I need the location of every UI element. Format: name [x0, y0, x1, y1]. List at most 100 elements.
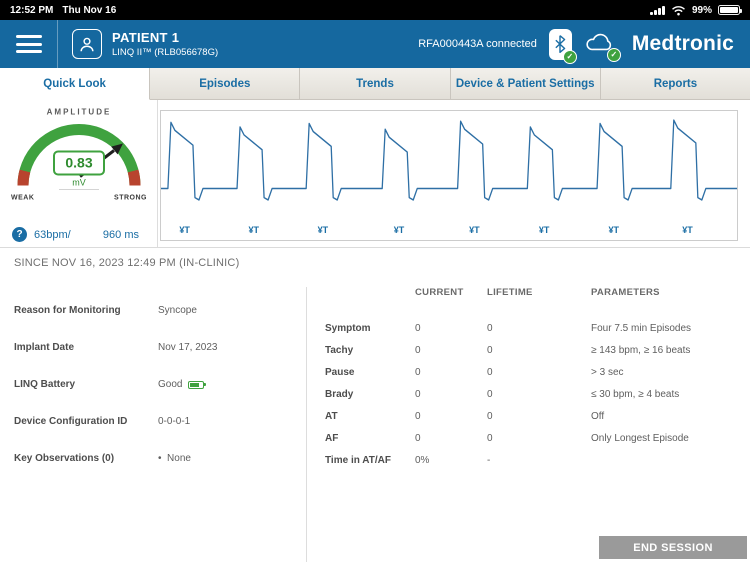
parameters-value: ≥ 143 bpm, ≥ 16 beats: [591, 345, 691, 356]
current-value: 0%: [415, 455, 430, 466]
episode-type: Tachy: [325, 345, 354, 356]
bluetooth-check-icon: ✓: [562, 49, 577, 64]
column-header: PARAMETERS: [591, 287, 660, 298]
top-panel: AMPLITUDE 0.83 mV WEAK STRONG: [0, 100, 750, 248]
amplitude-unit: mV: [72, 178, 86, 188]
detail-label: Key Observations (0): [14, 453, 115, 464]
ecg-marker: ¥T: [248, 225, 260, 235]
detail-value: 0-0-0-1: [158, 416, 191, 427]
details-area: Reason for Monitoring Syncope Implant Date…: [0, 273, 750, 562]
rr-interval-value: 960 ms: [102, 228, 139, 241]
battery-good-icon: [188, 380, 207, 389]
cellular-signal-icon: [650, 5, 665, 15]
parameters-value: > 3 sec: [591, 367, 624, 378]
detail-value: • None: [158, 453, 191, 464]
amplitude-value: 0.83: [65, 155, 92, 171]
parameters-value: Off: [591, 411, 605, 422]
detail-row: LINQ Battery Good: [14, 379, 306, 390]
lifetime-value: -: [487, 455, 491, 466]
ecg-marker: ¥T: [682, 225, 693, 235]
patient-detail-list: Reason for Monitoring Syncope Implant Date…: [14, 287, 306, 562]
parameters-value: Only Longest Episode: [591, 433, 689, 444]
tab-device-patient-settings[interactable]: Device & Patient Settings: [450, 68, 601, 99]
tab-episodes[interactable]: Episodes: [150, 68, 301, 99]
detail-label: Implant Date: [14, 342, 75, 353]
detail-label: Device Configuration ID: [14, 416, 128, 427]
wifi-icon: [672, 5, 685, 15]
gauge-title: AMPLITUDE: [46, 108, 111, 117]
lifetime-value: 0: [487, 367, 493, 378]
detail-row: Device Configuration ID 0-0-0-1: [14, 416, 306, 427]
amplitude-gauge: AMPLITUDE 0.83 mV WEAK STRONG: [0, 100, 158, 247]
tab-reports[interactable]: Reports: [600, 68, 750, 99]
detail-label: Reason for Monitoring: [14, 305, 121, 316]
battery-percent: 99%: [691, 4, 712, 16]
episode-type: AF: [325, 433, 339, 444]
lifetime-value: 0: [487, 323, 493, 334]
current-value: 0: [415, 323, 421, 334]
episode-type: AT: [325, 411, 338, 422]
status-bar: 12:52 PM Thu Nov 16 99%: [0, 0, 750, 20]
parameters-value: Four 7.5 min Episodes: [591, 323, 692, 334]
device-id: LINQ II™ (RLB056678G): [112, 47, 219, 58]
cloud-icon: [586, 33, 611, 50]
battery-icon: [718, 5, 742, 15]
ecg-marker: ¥T: [608, 225, 620, 235]
current-value: 0: [415, 433, 421, 444]
quick-look-page: AMPLITUDE 0.83 mV WEAK STRONG: [0, 100, 750, 562]
lifetime-value: 0: [487, 345, 493, 356]
ecg-waveform: [161, 119, 737, 201]
episode-type: Brady: [325, 389, 354, 400]
ecg-marker: ¥T: [317, 225, 329, 235]
ecg-marker: ¥T: [179, 225, 190, 235]
current-value: 0: [415, 367, 421, 378]
detail-value: Syncope: [158, 305, 197, 316]
detail-row: Reason for Monitoring Syncope: [14, 305, 306, 316]
help-icon[interactable]: ?: [12, 227, 27, 242]
detail-value: Nov 17, 2023: [158, 342, 218, 353]
patient-icon: [72, 29, 102, 59]
bluetooth-connected-badge: ✓: [548, 28, 577, 64]
current-value: 0: [415, 345, 421, 356]
cloud-check-icon: ✓: [606, 47, 621, 62]
ecg-marker: ¥T: [469, 225, 480, 235]
session-since-label: SINCE NOV 16, 2023 12:49 PM (IN-CLINIC): [14, 257, 240, 269]
ecg-marker: ¥T: [393, 225, 405, 235]
patient-name: PATIENT 1: [112, 30, 180, 45]
current-value: 0: [415, 389, 421, 400]
medtronic-logo: Medtronic: [631, 32, 734, 55]
column-header: CURRENT: [415, 287, 464, 298]
ecg-marker-row: ¥T ¥T ¥T ¥T ¥T ¥T ¥T ¥T: [161, 225, 737, 239]
tab-trends[interactable]: Trends: [300, 68, 451, 99]
status-time: 12:52 PM: [10, 4, 54, 16]
episode-type: Pause: [325, 367, 355, 378]
cloud-sync-badge: ✓: [584, 31, 621, 62]
ecg-strip[interactable]: ¥T ¥T ¥T ¥T ¥T ¥T ¥T ¥T: [160, 110, 738, 241]
episode-type: Time in AT/AF: [325, 455, 391, 466]
lifetime-value: 0: [487, 389, 493, 400]
lifetime-value: 0: [487, 433, 493, 444]
current-value: 0: [415, 411, 421, 422]
detail-row: Key Observations (0) • None: [14, 453, 306, 464]
detail-value: Good: [158, 379, 207, 390]
detail-label: LINQ Battery: [14, 379, 76, 390]
tab-quick-look[interactable]: Quick Look: [0, 68, 151, 100]
status-date: Thu Nov 16: [62, 4, 117, 16]
patient-info[interactable]: PATIENT 1 LINQ II™ (RLB056678G): [58, 20, 232, 68]
gauge-strong-label: STRONG: [114, 195, 147, 202]
menu-button[interactable]: [0, 20, 58, 68]
amplitude-gauge-svg: AMPLITUDE 0.83 mV WEAK STRONG: [11, 108, 147, 202]
episode-summary-table: CURRENT LIFETIME PARAMETERS Symptom 0 0 Four 7…: [306, 287, 750, 562]
heart-rate-value: 63bpm/: [34, 228, 71, 241]
gauge-weak-label: WEAK: [11, 195, 34, 202]
end-session-button[interactable]: END SESSION: [599, 536, 747, 559]
detail-row: Implant Date Nov 17, 2023: [14, 342, 306, 353]
ecg-marker: ¥T: [538, 225, 550, 235]
tab-bar: Quick Look Episodes Trends Device & Patient…: [0, 68, 750, 100]
episode-type: Symptom: [325, 323, 371, 334]
app-header: PATIENT 1 LINQ II™ (RLB056678G) RFA00044…: [0, 20, 750, 68]
rate-row: ? 63bpm/ 960 ms: [4, 227, 153, 242]
column-header: LIFETIME: [487, 287, 533, 298]
connection-status: RFA000443A connected: [418, 38, 537, 50]
